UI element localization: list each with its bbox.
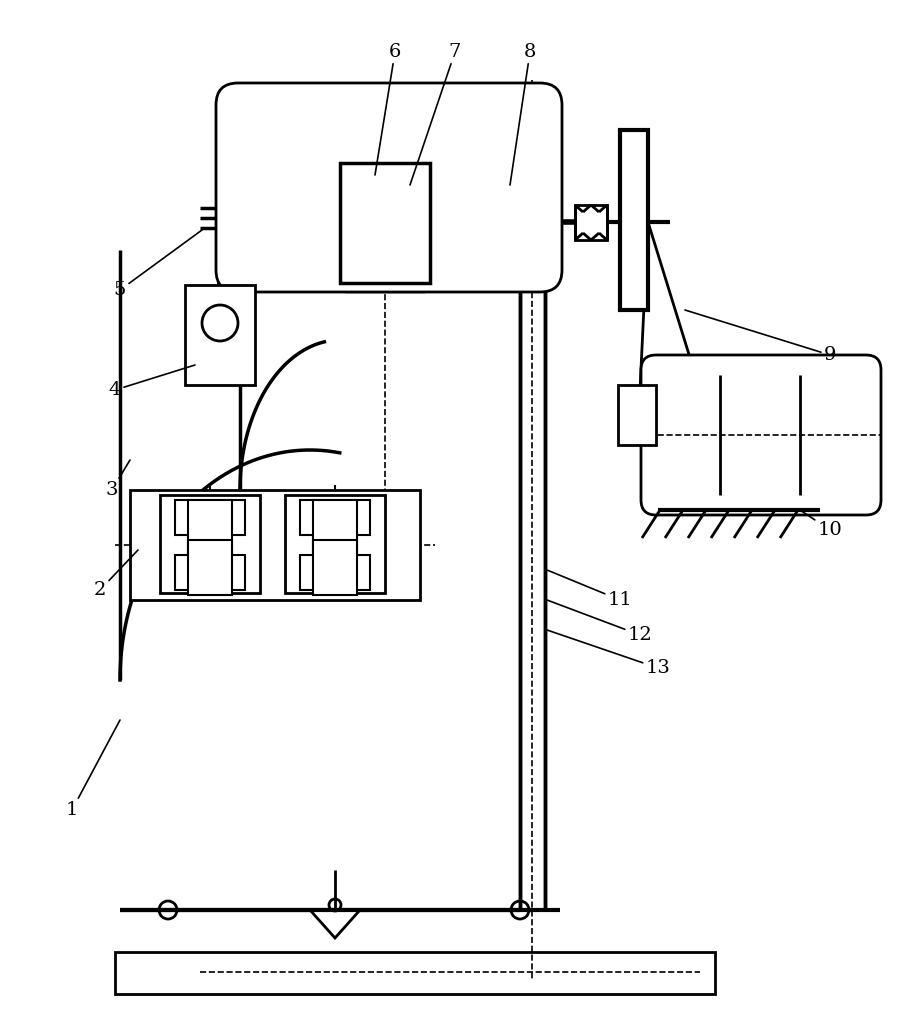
Bar [160, 495, 260, 593]
Bar [618, 385, 656, 445]
Bar [313, 500, 357, 555]
Polygon shape [310, 910, 360, 938]
Bar [418, 230, 513, 270]
Bar [175, 555, 245, 590]
Text: 3: 3 [106, 460, 130, 499]
Text: 1: 1 [66, 720, 120, 819]
Text: 4: 4 [109, 365, 195, 399]
FancyBboxPatch shape [641, 355, 881, 515]
Text: 9: 9 [685, 310, 836, 364]
Bar [620, 130, 648, 310]
Bar [300, 555, 370, 590]
Text: 11: 11 [547, 570, 632, 609]
Text: 8: 8 [510, 43, 536, 185]
Bar [418, 170, 513, 278]
Bar [248, 170, 343, 278]
Text: 7: 7 [410, 43, 461, 185]
Text: 6: 6 [375, 43, 401, 175]
Bar [313, 540, 357, 595]
Bar [185, 285, 255, 385]
Text: 10: 10 [800, 510, 843, 539]
Text: 5: 5 [113, 230, 202, 299]
Bar [188, 540, 232, 595]
Bar [175, 500, 245, 535]
Text: 12: 12 [547, 600, 652, 644]
Bar [248, 230, 343, 270]
Bar [130, 490, 420, 600]
Bar [418, 175, 513, 215]
Text: 2: 2 [93, 550, 138, 599]
Bar [115, 952, 715, 994]
Bar [248, 175, 343, 215]
Bar [575, 205, 607, 240]
Text: 13: 13 [547, 630, 670, 677]
Bar [300, 500, 370, 535]
FancyBboxPatch shape [216, 83, 562, 292]
Bar [340, 163, 430, 283]
Bar [188, 500, 232, 555]
Bar [285, 495, 385, 593]
